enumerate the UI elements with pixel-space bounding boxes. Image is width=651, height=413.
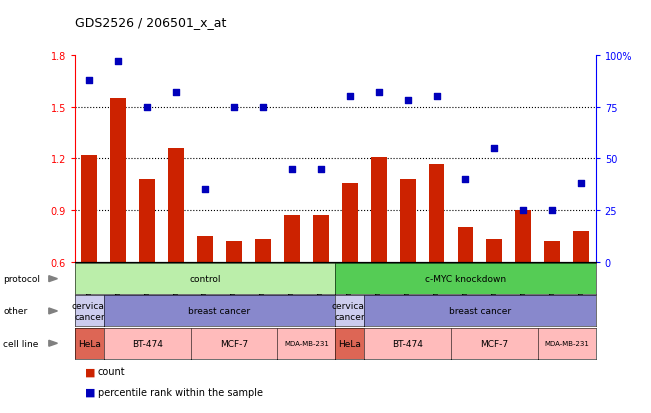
Point — [200, 187, 210, 193]
Text: cervical
cancer: cervical cancer — [72, 301, 107, 321]
Text: c-MYC knockdown: c-MYC knockdown — [425, 275, 506, 283]
Text: control: control — [189, 275, 221, 283]
Point — [84, 77, 94, 84]
Text: ■: ■ — [85, 387, 95, 397]
Bar — [574, 231, 589, 366]
Text: MDA-MB-231: MDA-MB-231 — [544, 340, 589, 347]
Bar — [110, 99, 126, 366]
Bar — [255, 240, 271, 366]
Bar — [428, 164, 445, 366]
Point — [547, 207, 557, 214]
Text: breast cancer: breast cancer — [449, 307, 511, 316]
Point — [113, 59, 124, 65]
Point — [229, 104, 239, 111]
Point — [402, 98, 413, 104]
Bar — [197, 236, 213, 366]
Text: cell line: cell line — [3, 339, 38, 348]
Bar — [486, 240, 503, 366]
Text: ■: ■ — [85, 366, 95, 376]
Text: cervical
cancer: cervical cancer — [332, 301, 367, 321]
Bar — [370, 157, 387, 366]
Text: BT-474: BT-474 — [392, 339, 423, 348]
Bar — [139, 180, 155, 366]
Bar — [400, 180, 415, 366]
Text: breast cancer: breast cancer — [189, 307, 251, 316]
Text: count: count — [98, 366, 125, 376]
Point — [489, 145, 499, 152]
Text: GDS2526 / 206501_x_at: GDS2526 / 206501_x_at — [75, 16, 227, 29]
Point — [286, 166, 297, 173]
Bar — [458, 228, 473, 366]
Bar — [544, 242, 561, 366]
Point — [576, 180, 587, 187]
Point — [171, 90, 182, 96]
Point — [460, 176, 471, 183]
Text: BT-474: BT-474 — [132, 339, 163, 348]
Point — [374, 90, 384, 96]
Text: MCF-7: MCF-7 — [480, 339, 508, 348]
Text: MDA-MB-231: MDA-MB-231 — [284, 340, 329, 347]
Point — [258, 104, 268, 111]
Bar — [342, 183, 357, 366]
Text: MCF-7: MCF-7 — [220, 339, 248, 348]
Point — [432, 94, 442, 100]
Point — [316, 166, 326, 173]
Text: other: other — [3, 307, 27, 316]
Text: protocol: protocol — [3, 275, 40, 283]
Bar — [168, 149, 184, 366]
Text: percentile rank within the sample: percentile rank within the sample — [98, 387, 262, 397]
Point — [142, 104, 152, 111]
Text: HeLa: HeLa — [78, 339, 101, 348]
Bar — [313, 216, 329, 366]
Bar — [284, 216, 300, 366]
Bar — [226, 242, 242, 366]
Bar — [516, 211, 531, 366]
Text: HeLa: HeLa — [339, 339, 361, 348]
Point — [344, 94, 355, 100]
Point — [518, 207, 529, 214]
Bar — [81, 156, 97, 366]
